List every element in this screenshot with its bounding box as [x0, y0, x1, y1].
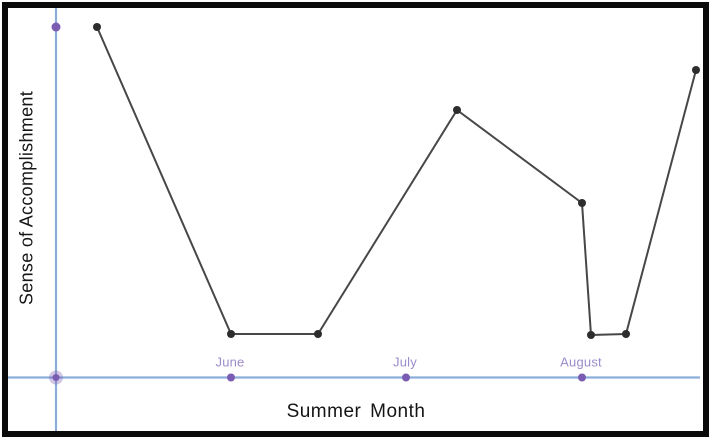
data-point[interactable]	[453, 106, 461, 114]
x-tick-point-august[interactable]	[578, 373, 586, 382]
x-axis-title: Summer Month	[286, 401, 426, 422]
data-point[interactable]	[692, 66, 700, 74]
x-tick-label-august: August	[560, 354, 602, 370]
data-point[interactable]	[578, 199, 586, 207]
y-axis-title: Sense of Accomplishment	[16, 90, 37, 306]
data-point[interactable]	[587, 331, 595, 339]
data-line	[96, 26, 697, 336]
data-point[interactable]	[93, 23, 101, 31]
x-tick-point-july[interactable]	[402, 373, 410, 382]
chart-frame	[2, 2, 709, 437]
y-axis-end-point[interactable]	[51, 22, 61, 32]
x-tick-label-june: June	[215, 354, 245, 370]
x-tick-point-june[interactable]	[227, 373, 235, 382]
data-point[interactable]	[227, 330, 235, 338]
x-tick-label-july: July	[393, 354, 417, 370]
origin-point[interactable]	[52, 374, 60, 381]
data-point[interactable]	[314, 330, 322, 338]
data-point[interactable]	[622, 330, 630, 338]
